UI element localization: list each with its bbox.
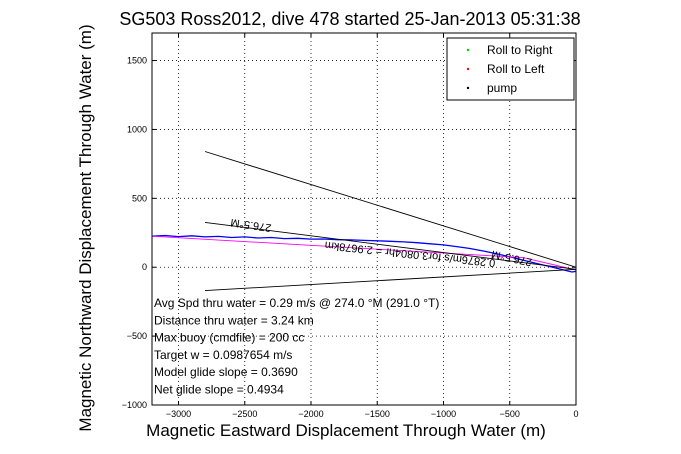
vector-line-3 [204,151,576,268]
y-tick-label: 1000 [127,124,147,134]
x-tick-label: −2500 [232,409,257,419]
legend-label: Roll to Right [487,43,553,57]
info-line: Net glide slope = 0.4934 [154,383,284,397]
x-tick-label: −2000 [298,409,323,419]
y-tick-label: 0 [142,262,147,272]
info-line: Avg Spd thru water = 0.29 m/s @ 274.0 °M… [154,296,439,310]
data-series-layer [152,151,576,292]
x-tick-label: −3000 [166,409,191,419]
axes-frame [151,32,577,406]
legend-label: pump [487,81,517,95]
vector-annotation: 0.2876m/s for3.0804hr = 2.9678km [324,239,496,269]
vector-line-1 [152,235,576,271]
legend-marker [466,48,470,52]
chart-title: SG503 Ross2012, dive 478 started 25-Jan-… [119,9,580,29]
info-line: Target w = 0.0987654 m/s [154,348,292,362]
x-axis-label: Magnetic Eastward Displacement Through W… [146,421,546,440]
legend-marker [466,86,470,90]
x-tick-label: 0 [573,409,578,419]
legend-marker [466,67,470,71]
y-tick-label: −1000 [122,400,147,410]
y-axis-label: Magnetic Northward Displacement Through … [76,24,95,431]
x-tick-label: −1000 [431,409,456,419]
y-tick-label: −500 [127,331,147,341]
legend: Roll to Right Roll to Left pump [446,37,575,101]
x-tick-label: −1500 [365,409,390,419]
vector-line-2 [204,221,576,270]
info-line: Distance thru water = 3.24 km [154,313,314,327]
vector-annotation: 276.5°M [490,248,533,268]
legend-label: Roll to Left [487,62,545,76]
y-tick-label: 1500 [127,56,147,66]
glider-track-line [152,234,576,273]
info-line: Model glide slope = 0.3690 [154,365,298,379]
annotation-layer: 276.5°M0.2876m/s for3.0804hr = 2.9678km2… [230,216,533,269]
x-tick-label: −500 [500,409,520,419]
vector-line-4 [204,268,576,292]
info-line: Max buoy (cmdfile) = 200 cc [154,331,304,345]
info-text-block: Avg Spd thru water = 0.29 m/s @ 274.0 °M… [154,296,439,397]
y-tick-label: 500 [132,193,147,203]
vector-annotation: 276.5°M [230,216,272,234]
axis-ticks: −3000 −2500 −2000 −1500 −1000 −500 0 −1000 −500 0… [122,33,579,419]
